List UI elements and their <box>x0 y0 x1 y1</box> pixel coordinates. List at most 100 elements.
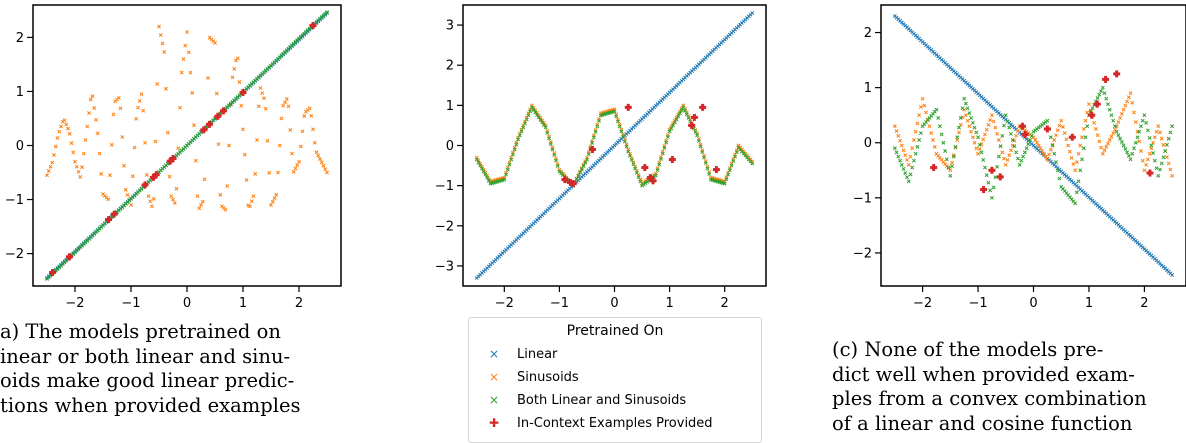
point-in-context-examples-provided <box>641 164 649 172</box>
point-sinusoids <box>181 57 186 61</box>
point-sinusoids <box>249 199 254 204</box>
point-both-linear-and-sinusoids <box>1119 140 1124 145</box>
x-tick-label: 0 <box>183 296 191 311</box>
point-both-linear-and-sinusoids <box>1074 190 1079 195</box>
point-sinusoids <box>1040 149 1045 153</box>
point-sinusoids <box>69 141 74 146</box>
point-both-linear-and-sinusoids <box>629 158 634 163</box>
point-both-linear-and-sinusoids <box>1164 142 1169 147</box>
point-both-linear-and-sinusoids <box>1159 161 1164 166</box>
point-both-linear-and-sinusoids <box>951 154 956 159</box>
point-sinusoids <box>1062 131 1067 136</box>
point-in-context-examples-provided <box>1113 70 1121 78</box>
point-both-linear-and-sinusoids <box>1022 150 1027 155</box>
point-sinusoids <box>67 131 72 136</box>
point-linear <box>750 11 755 15</box>
point-sinusoids <box>178 105 182 110</box>
point-both-linear-and-sinusoids <box>1099 89 1104 94</box>
point-in-context-examples-provided <box>200 126 208 134</box>
point-both-linear-and-sinusoids <box>529 105 534 110</box>
point-sinusoids <box>192 123 196 128</box>
point-sinusoids <box>90 94 95 99</box>
point-sinusoids <box>950 160 955 165</box>
point-both-linear-and-sinusoids <box>555 164 560 169</box>
point-both-linear-and-sinusoids <box>695 133 700 138</box>
point-sinusoids <box>129 202 133 207</box>
point-both-linear-and-sinusoids <box>481 169 486 174</box>
point-both-linear-and-sinusoids <box>1078 168 1083 173</box>
caption-a-line-2: inear or both linear and sinu- <box>0 344 291 368</box>
point-both-linear-and-sinusoids <box>972 125 977 130</box>
point-sinusoids <box>251 194 256 199</box>
point-both-linear-and-sinusoids <box>1140 118 1145 123</box>
point-in-context-examples-provided <box>1102 75 1110 83</box>
point-sinusoids <box>176 146 181 151</box>
point-both-linear-and-sinusoids <box>894 150 899 155</box>
point-sinusoids <box>896 133 901 138</box>
point-sinusoids <box>311 127 315 132</box>
panel-a-plot: −2 −1 0 1 2 −2 −1 0 1 2 <box>5 4 342 311</box>
point-both-linear-and-sinusoids <box>660 151 665 156</box>
legend: Pretrained On × Linear × Sinusoids × Both L… <box>468 317 762 443</box>
point-sinusoids <box>179 70 184 75</box>
caption-c-line-2: dict well when provided exam- <box>832 362 1135 386</box>
point-sinusoids <box>248 204 252 209</box>
point-sinusoids <box>200 199 205 204</box>
point-both-linear-and-sinusoids <box>729 163 734 168</box>
point-both-linear-and-sinusoids <box>734 150 739 154</box>
point-sinusoids <box>277 143 282 148</box>
point-both-linear-and-sinusoids <box>486 178 491 183</box>
point-sinusoids <box>1106 141 1110 146</box>
point-sinusoids <box>99 171 104 176</box>
y-tick-label: −1 <box>5 193 24 208</box>
point-both-linear-and-sinusoids <box>898 158 903 163</box>
y-tick-label: −1 <box>435 179 454 194</box>
point-both-linear-and-sinusoids <box>617 124 622 129</box>
point-sinusoids <box>158 33 163 38</box>
point-both-linear-and-sinusoids <box>545 131 550 135</box>
point-sinusoids <box>94 117 98 122</box>
point-sinusoids <box>917 113 922 118</box>
point-both-linear-and-sinusoids <box>896 154 901 159</box>
series-both-linear-and-sinusoids <box>474 105 755 188</box>
point-sinusoids <box>1100 151 1105 156</box>
point-both-linear-and-sinusoids <box>941 140 946 145</box>
point-both-linear-and-sinusoids <box>523 121 527 126</box>
point-both-linear-and-sinusoids <box>1000 133 1005 138</box>
caption-a-line-1: a) The models pretrained on <box>0 320 281 343</box>
y-tick-label: 3 <box>446 19 454 34</box>
point-both-linear-and-sinusoids <box>1012 144 1017 149</box>
y-tick-label: 2 <box>446 59 454 74</box>
point-both-linear-and-sinusoids <box>727 168 732 173</box>
point-both-linear-and-sinusoids <box>1149 143 1154 148</box>
point-sinusoids <box>1036 143 1041 148</box>
point-sinusoids <box>1137 139 1142 144</box>
point-sinusoids <box>1045 157 1050 162</box>
point-both-linear-and-sinusoids <box>664 140 669 145</box>
point-both-linear-and-sinusoids <box>944 157 949 162</box>
point-both-linear-and-sinusoids <box>622 139 627 144</box>
point-sinusoids <box>969 129 974 134</box>
point-sinusoids <box>1095 133 1100 138</box>
point-sinusoids <box>1078 143 1083 148</box>
point-both-linear-and-sinusoids <box>578 170 583 175</box>
point-both-linear-and-sinusoids <box>1102 91 1107 96</box>
point-both-linear-and-sinusoids <box>1057 176 1062 181</box>
point-sinusoids <box>134 116 139 121</box>
point-both-linear-and-sinusoids <box>576 173 581 178</box>
legend-marker-linear: × <box>488 347 500 361</box>
point-sinusoids <box>927 124 932 129</box>
point-both-linear-and-sinusoids <box>965 106 970 111</box>
point-sinusoids <box>232 66 237 71</box>
panel-b-marks <box>474 11 755 280</box>
caption-a-line-4: tions when provided examples <box>0 393 301 417</box>
point-sinusoids <box>239 103 244 108</box>
point-in-context-examples-provided <box>205 120 213 128</box>
point-sinusoids <box>1128 91 1133 96</box>
point-both-linear-and-sinusoids <box>995 164 1000 169</box>
point-sinusoids <box>1099 145 1104 150</box>
point-sinusoids <box>195 194 200 199</box>
point-sinusoids <box>1156 124 1161 129</box>
point-sinusoids <box>76 169 81 174</box>
point-sinusoids <box>244 177 249 182</box>
